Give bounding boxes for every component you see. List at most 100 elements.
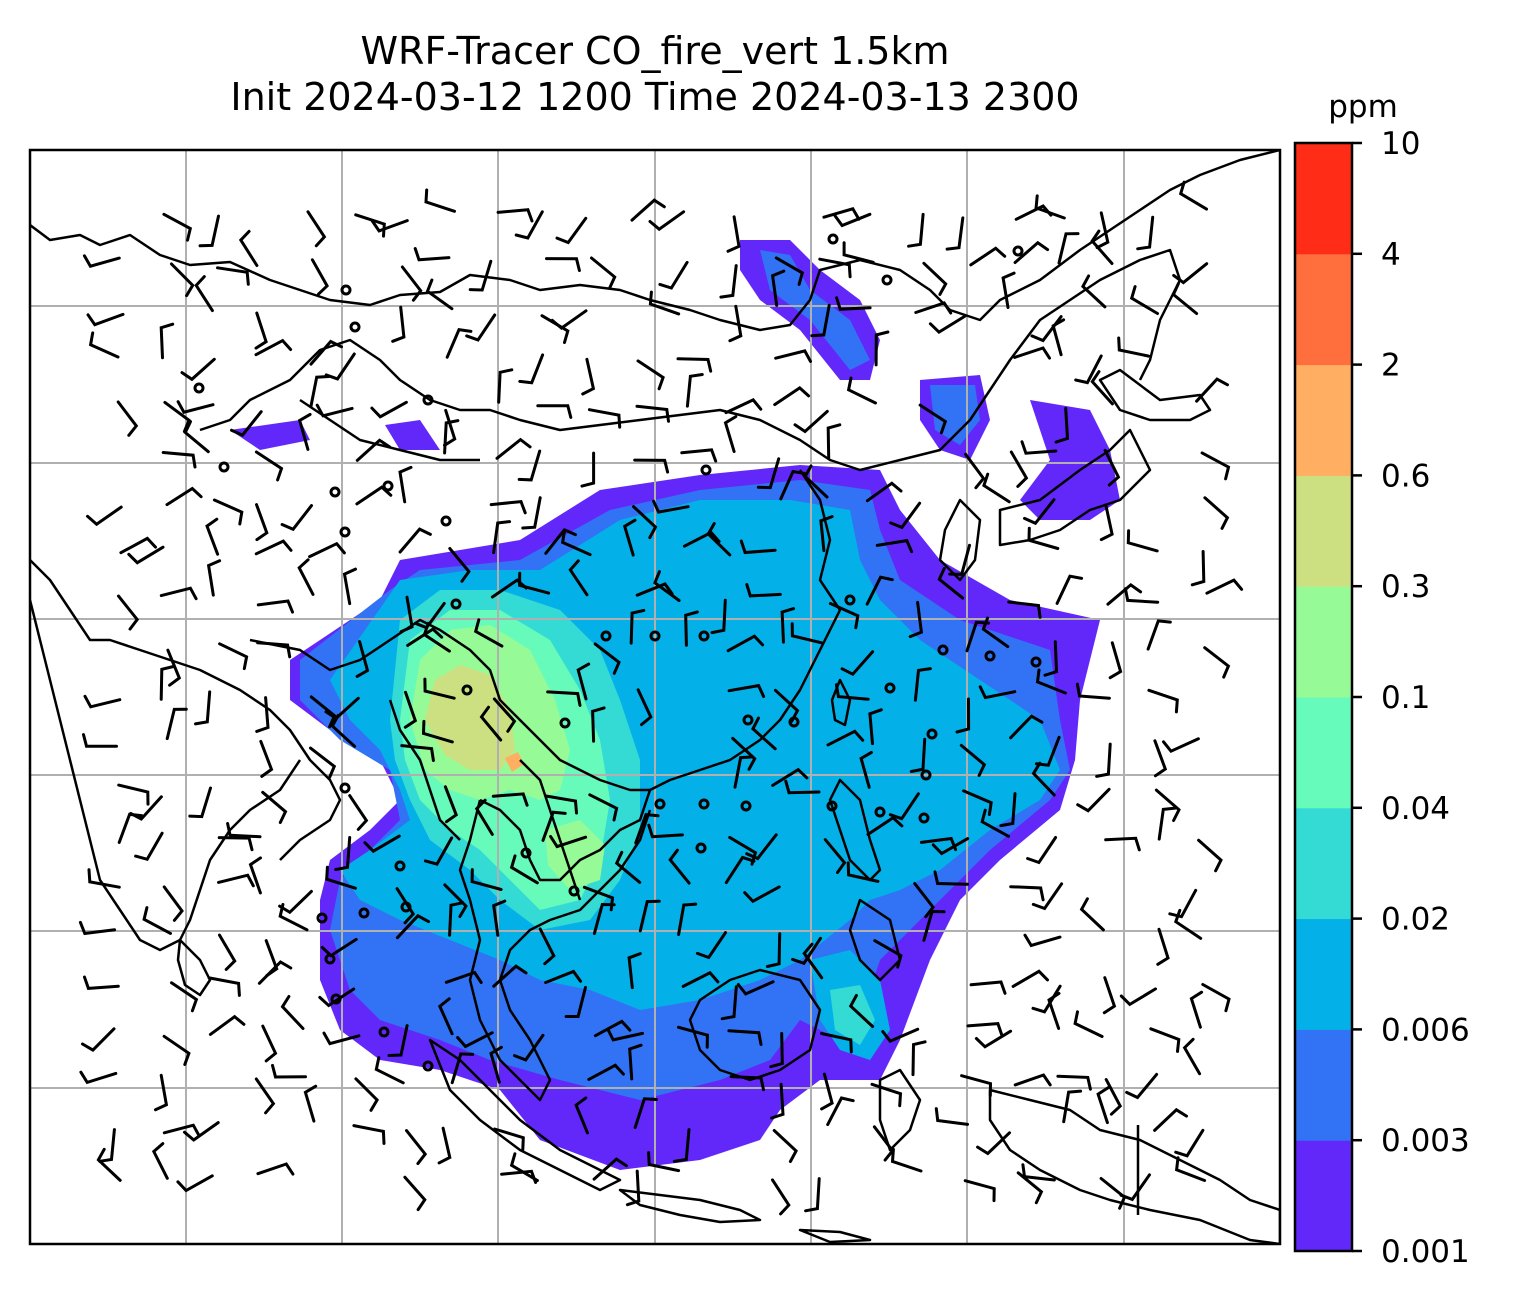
wind-barb <box>635 404 670 423</box>
wind-barb <box>541 810 567 842</box>
wind-barb <box>1103 448 1121 487</box>
colorbar-block-7 <box>1295 364 1352 476</box>
wind-barb <box>791 936 822 966</box>
wind-barb <box>540 314 570 344</box>
wind-barb <box>1201 983 1231 1013</box>
wind-barb <box>1146 619 1172 651</box>
wind-barb <box>1009 885 1045 902</box>
wind-barb <box>403 690 418 729</box>
wind-barb <box>86 312 125 327</box>
wind-barb <box>719 264 738 299</box>
wind-barb <box>550 309 588 330</box>
wind-barb <box>727 683 766 698</box>
wind-barb <box>443 419 460 455</box>
colorbar-block-5 <box>1295 586 1352 698</box>
wind-barb <box>592 902 616 935</box>
wind-barb <box>820 1032 853 1054</box>
calm-wind-circle <box>920 769 932 781</box>
calm-wind-circle <box>440 515 452 527</box>
wind-barb <box>127 545 165 565</box>
co-field-level-8 <box>505 752 524 772</box>
wind-barb <box>685 373 704 408</box>
calm-wind-circle <box>649 630 661 642</box>
wind-barb <box>443 408 457 447</box>
wind-barb <box>183 1121 220 1142</box>
wind-barb <box>1205 578 1244 595</box>
wind-barb <box>176 1174 214 1193</box>
wind-barb <box>208 1014 246 1036</box>
calm-wind-circle <box>218 461 230 473</box>
wind-barb <box>217 873 255 888</box>
wind-barb <box>257 960 293 985</box>
wind-barb <box>745 583 782 598</box>
wind-barb <box>518 571 551 595</box>
calm-wind-circle <box>698 630 710 642</box>
wind-barb <box>159 322 175 360</box>
wind-barb <box>960 1074 993 1098</box>
wind-barb <box>470 868 503 891</box>
wind-barb <box>648 290 681 316</box>
wind-barb <box>945 216 965 251</box>
wind-barb <box>83 694 122 709</box>
wind-barb <box>859 750 873 789</box>
wind-barb <box>922 909 946 942</box>
wind-barb <box>591 706 606 743</box>
wind-barb <box>774 349 812 363</box>
wind-barb <box>780 607 796 644</box>
wind-barb <box>374 1056 405 1085</box>
wind-barb <box>842 241 875 264</box>
wind-barb <box>625 1169 641 1207</box>
wind-barb <box>727 1029 763 1046</box>
wind-barb <box>928 314 967 334</box>
wind-barb <box>622 518 637 557</box>
wind-barb <box>86 505 123 527</box>
wind-barb <box>1117 336 1151 358</box>
wind-barb <box>395 913 430 940</box>
wind-barb <box>82 733 118 748</box>
wind-barb <box>1195 377 1229 403</box>
wind-barb <box>1153 739 1168 778</box>
calm-wind-circle <box>695 842 707 854</box>
wind-barb <box>1182 1037 1202 1076</box>
calm-wind-circle <box>740 800 752 812</box>
wind-barb <box>820 1072 834 1111</box>
wind-barb <box>934 1107 969 1126</box>
wind-barb <box>1168 888 1198 919</box>
wind-barb <box>881 1027 920 1043</box>
wind-barb <box>456 1031 494 1049</box>
wind-barb <box>580 451 596 488</box>
wind-barb <box>489 499 527 515</box>
wind-barb <box>873 939 903 969</box>
wind-barb <box>726 215 741 253</box>
wind-barb <box>254 311 268 350</box>
wind-barb <box>574 1096 589 1135</box>
wind-barb <box>658 260 689 290</box>
wind-barb <box>450 1052 475 1085</box>
wind-barb <box>443 883 468 918</box>
wind-barb <box>271 1063 307 1079</box>
colorbar-tick-label: 0.3 <box>1381 569 1430 605</box>
wind-barb <box>888 792 920 821</box>
wind-barb <box>437 1126 452 1165</box>
wind-barb <box>421 719 454 744</box>
wind-barb <box>1090 370 1114 406</box>
wind-barb <box>1075 682 1111 700</box>
wind-barb <box>355 438 392 462</box>
wind-barb <box>254 539 293 556</box>
wind-barb <box>868 708 883 746</box>
wind-barb <box>978 685 1017 700</box>
wind-barb <box>890 1147 923 1173</box>
wind-barb <box>1043 640 1059 677</box>
wind-barb <box>676 357 713 373</box>
wind-barb <box>517 449 542 482</box>
wind-barb <box>907 212 925 248</box>
wind-barb <box>309 746 337 779</box>
wind-barb <box>1171 282 1199 315</box>
wind-barb <box>1174 1156 1207 1182</box>
wind-barb <box>1099 1177 1127 1210</box>
wind-barb <box>154 1073 169 1112</box>
wind-barb <box>424 188 456 213</box>
wind-barb <box>969 980 1007 995</box>
wind-barb <box>672 1128 691 1163</box>
